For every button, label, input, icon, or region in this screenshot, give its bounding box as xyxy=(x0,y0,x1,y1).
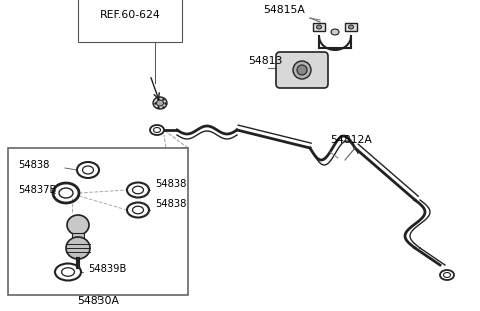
Text: REF.60-624: REF.60-624 xyxy=(100,10,161,20)
Bar xyxy=(313,23,325,31)
FancyBboxPatch shape xyxy=(276,52,328,88)
Text: 54830A: 54830A xyxy=(77,296,119,306)
Ellipse shape xyxy=(67,215,89,235)
Text: 54837B: 54837B xyxy=(18,185,56,195)
Text: 54813: 54813 xyxy=(248,56,282,66)
Ellipse shape xyxy=(66,237,90,259)
Bar xyxy=(72,233,84,241)
Ellipse shape xyxy=(297,65,307,75)
Ellipse shape xyxy=(156,100,164,106)
Text: 54815A: 54815A xyxy=(263,5,305,15)
Text: 54812A: 54812A xyxy=(330,135,372,145)
Ellipse shape xyxy=(153,97,167,109)
Ellipse shape xyxy=(331,29,339,35)
Text: 54838: 54838 xyxy=(155,199,186,209)
Ellipse shape xyxy=(348,25,353,29)
Text: 54839B: 54839B xyxy=(88,264,126,274)
Ellipse shape xyxy=(316,25,322,29)
Ellipse shape xyxy=(293,61,311,79)
Text: 54838: 54838 xyxy=(155,179,186,189)
Bar xyxy=(8,148,188,295)
Bar xyxy=(345,23,357,31)
Text: 54838: 54838 xyxy=(18,160,49,170)
